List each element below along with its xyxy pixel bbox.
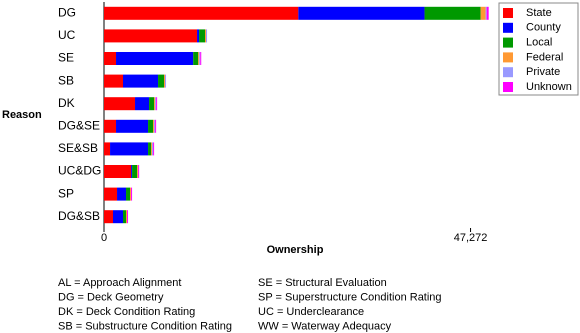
legend-swatch <box>503 22 513 33</box>
bar-segment <box>153 142 155 156</box>
y-tick-label: SE <box>58 51 74 65</box>
bar-segment <box>122 74 159 88</box>
y-tick-label: DG&SE <box>58 118 100 132</box>
bar-segment <box>131 165 133 178</box>
legend-box <box>498 2 579 96</box>
legend-label: State <box>526 7 552 19</box>
bar-segment <box>104 187 118 201</box>
bar-segment <box>165 74 167 88</box>
footnote: DG = Deck Geometry <box>58 291 164 303</box>
bar-segment <box>148 142 152 156</box>
bar-segment <box>156 97 158 111</box>
y-tick-label: DG <box>58 5 76 19</box>
bar-segment <box>122 210 127 224</box>
bar-segment <box>132 165 138 178</box>
legend-label: Private <box>526 66 560 78</box>
legend-swatch <box>503 52 513 63</box>
y-tick-label: SP <box>58 186 74 200</box>
bar-segment <box>126 210 128 224</box>
bar-segment <box>155 119 157 133</box>
legend-swatch <box>503 8 513 18</box>
bar-segment <box>298 6 425 20</box>
y-tick-label: UC&DG <box>58 164 101 178</box>
bar-segment <box>104 29 198 43</box>
y-tick-label: DK <box>58 96 75 110</box>
x-tick-label: 47,272 <box>454 232 488 244</box>
bar-segment <box>154 97 156 111</box>
footnote: UC = Underclearance <box>258 306 364 318</box>
legend-label: County <box>526 22 561 34</box>
bar-segment <box>480 6 486 20</box>
bar-segment <box>131 187 133 201</box>
y-tick-label: DG&SB <box>58 209 100 223</box>
footnote: SP = Superstructure Condition Rating <box>258 291 442 303</box>
bar-segment <box>149 97 155 111</box>
bar-segment <box>126 187 131 201</box>
bar-segment <box>153 119 155 133</box>
x-axis-label: Ownership <box>267 244 324 256</box>
bar-segment <box>104 165 132 178</box>
bar-segment <box>198 52 200 65</box>
y-tick-label: SE&SB <box>58 141 98 155</box>
bar-segment <box>148 119 154 133</box>
bar-segment <box>199 29 206 43</box>
bar-segment <box>104 119 117 133</box>
footnote: SE = Structural Evaluation <box>258 277 387 289</box>
y-axis-label: Reason <box>2 109 42 121</box>
legend-swatch <box>503 67 513 78</box>
bar-segment <box>112 210 123 224</box>
legend-swatch <box>503 82 513 92</box>
bar-segment <box>104 52 117 65</box>
footnote: DK = Deck Condition Rating <box>58 306 195 318</box>
bar-segment <box>138 165 140 178</box>
bar-segment <box>130 187 132 201</box>
bar-segment <box>193 52 199 65</box>
bar-segment <box>104 142 111 156</box>
bar-segment <box>117 187 127 201</box>
bar-segment <box>151 142 153 156</box>
bar-segment <box>200 52 202 65</box>
bar-segment <box>116 119 149 133</box>
y-tick-label: SB <box>58 73 74 87</box>
bar-segment <box>104 6 299 20</box>
bar-segment <box>199 52 201 65</box>
bar-segment <box>152 142 154 156</box>
bar-segment <box>104 74 123 88</box>
bar-segment <box>104 97 136 111</box>
bar-segment <box>155 97 157 111</box>
bar-segment <box>197 29 200 43</box>
bar-segment <box>116 52 194 65</box>
legend-label: Local <box>526 37 552 49</box>
footnote: WW = Waterway Adequacy <box>258 320 392 332</box>
bar-segment <box>205 29 207 43</box>
legend-label: Federal <box>526 51 563 63</box>
bar-segment <box>424 6 481 20</box>
bar-segment <box>206 29 208 43</box>
bar-segment <box>135 97 150 111</box>
bar-segment <box>486 6 489 20</box>
bar-segment <box>137 165 139 178</box>
y-tick-label: UC <box>58 28 76 42</box>
footnote: SB = Substructure Condition Rating <box>58 320 232 332</box>
bar-segment <box>110 142 149 156</box>
footnote: AL = Approach Alignment <box>58 277 181 289</box>
bar-segment <box>104 210 113 224</box>
bar-segment <box>158 74 165 88</box>
legend-swatch <box>503 37 513 48</box>
bar-segment <box>127 210 129 224</box>
legend-label: Unknown <box>526 81 572 93</box>
bar-segment <box>154 119 156 133</box>
bar-segment <box>485 6 487 20</box>
bar-segment <box>164 74 166 88</box>
x-tick-label: 0 <box>101 232 107 244</box>
